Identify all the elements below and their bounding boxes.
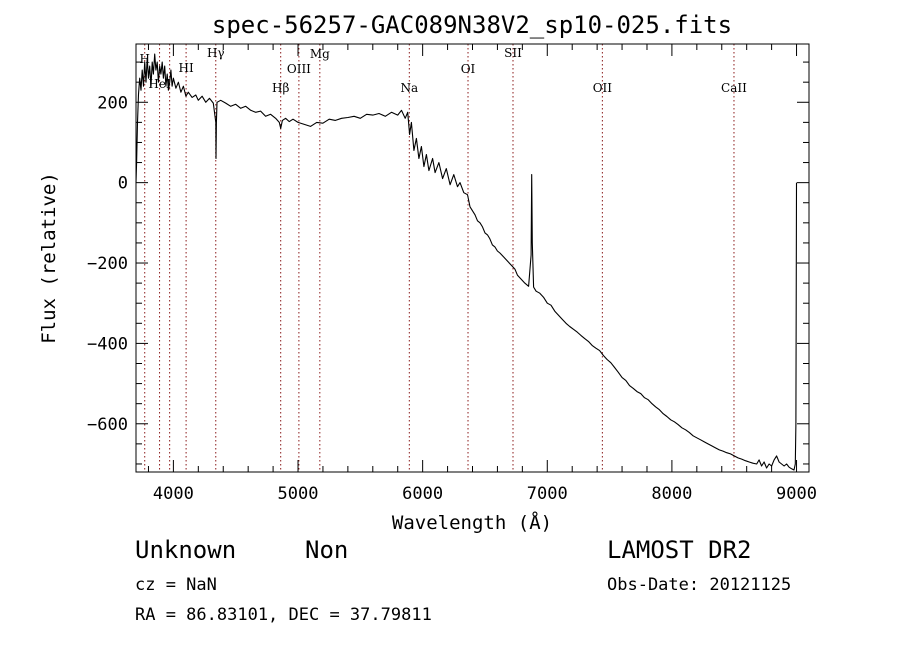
y-tick-label: −600 (87, 415, 128, 435)
plot-frame (135, 43, 810, 473)
spectral-line-label: Mg (310, 47, 330, 61)
y-tick-label: 0 (118, 174, 128, 194)
x-tick-label: 7000 (527, 484, 568, 504)
y-axis-label: Flux (relative) (38, 172, 60, 344)
x-tick-label: 6000 (402, 484, 443, 504)
spectral-line-label: HI (178, 61, 193, 75)
spectral-line-label: SII (504, 46, 522, 60)
spectral-line-label: Hγ (207, 46, 225, 60)
spectral-line-label: Hβ (272, 81, 289, 95)
x-tick-label: 4000 (153, 484, 194, 504)
spectral-line-label: H (139, 52, 149, 66)
spectral-line-label: Na (400, 81, 418, 95)
object-subclass: Non (305, 536, 348, 564)
spectral-line-label: OI (461, 62, 476, 76)
object-class: Unknown (135, 536, 236, 564)
x-axis-label: Wavelength (Å) (392, 511, 552, 534)
y-tick-label: −400 (87, 334, 128, 354)
redshift-text: cz = NaN (135, 575, 217, 595)
survey-name: LAMOST DR2 (607, 536, 752, 564)
chart-title: spec-56257-GAC089N38V2_sp10-025.fits (212, 11, 732, 39)
spectral-line-label: CaII (721, 81, 747, 95)
x-tick-label: 9000 (776, 484, 817, 504)
observation-date: Obs-Date: 20121125 (607, 575, 791, 595)
y-tick-label: −200 (87, 254, 128, 274)
x-tick-label: 8000 (651, 484, 692, 504)
x-tick-label: 5000 (278, 484, 319, 504)
spectral-line-label: OIII (287, 62, 311, 76)
spectral-line-label: OII (593, 81, 613, 95)
plot-layer (135, 53, 798, 471)
axes-layer: 4000 5000 6000 7000 8000 9000 −600 −400 −200 0 200 (87, 44, 817, 504)
y-tick-label: 200 (97, 93, 128, 113)
spectrum-series-line (135, 53, 798, 471)
coordinates-text: RA = 86.83101, DEC = 37.79811 (135, 605, 432, 625)
